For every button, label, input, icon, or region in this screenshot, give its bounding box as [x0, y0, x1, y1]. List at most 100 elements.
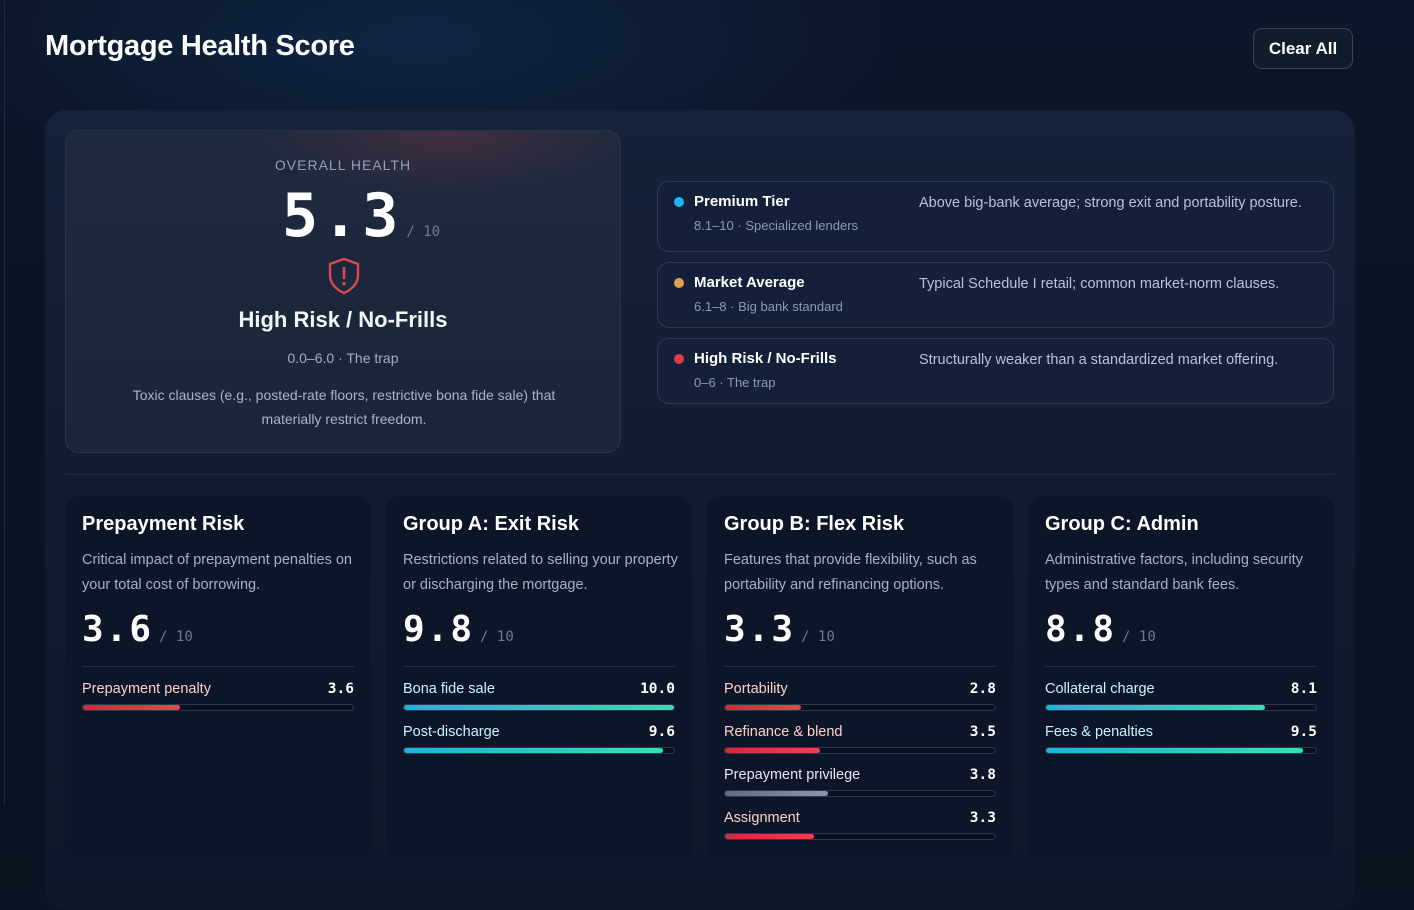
group-divider [403, 666, 675, 667]
tier-card-market-average: Market Average 6.1–8 · Big bank standard… [657, 262, 1334, 328]
group-score: 3.6 [82, 609, 154, 650]
group-card-admin: Group C: Admin Administrative factors, i… [1028, 496, 1334, 861]
group-score-row: 9.8 / 10 [403, 609, 514, 650]
metric-progress-fill [1046, 705, 1265, 710]
metric-row: Assignment 3.3 [724, 810, 996, 840]
group-description: Restrictions related to selling your pro… [403, 552, 678, 593]
metric-row: Prepayment penalty 3.6 [82, 681, 354, 711]
metric-progress-fill [404, 748, 664, 753]
metric-row: Post-discharge 9.6 [403, 724, 675, 754]
tier-name: Premium Tier [694, 193, 790, 210]
metric-progress-fill [404, 705, 674, 710]
metric-progress-fill [1046, 748, 1303, 753]
metric-progress-fill [725, 748, 820, 753]
group-score: 3.3 [724, 609, 796, 650]
metric-label: Refinance & blend [724, 724, 843, 740]
group-card-prepayment-risk: Prepayment Risk Critical impact of prepa… [65, 496, 371, 861]
metric-progress-bar [724, 790, 996, 797]
metric-value: 3.5 [969, 724, 996, 740]
metric-row: Fees & penalties 9.5 [1045, 724, 1317, 754]
metric-row: Prepayment privilege 3.8 [724, 767, 996, 797]
metric-value: 3.6 [327, 681, 354, 697]
tier-name: High Risk / No-Frills [694, 350, 837, 367]
tier-card-premium: Premium Tier 8.1–10 · Specialized lender… [657, 181, 1334, 252]
overall-score-row: 5.3 / 10 [66, 181, 620, 251]
metric-progress-fill [725, 834, 815, 839]
group-card-flex-risk: Group B: Flex Risk Features that provide… [707, 496, 1013, 861]
group-description: Features that provide flexibility, such … [724, 552, 977, 593]
overall-score: 5.3 [281, 181, 403, 251]
overall-description: Toxic clauses (e.g., posted-rate floors,… [132, 387, 556, 427]
tier-dot-high-risk [674, 354, 684, 364]
tier-range: 8.1–10 · Specialized lenders [694, 218, 859, 233]
group-score-max: / 10 [159, 629, 193, 645]
metric-progress-bar [724, 747, 996, 754]
metric-row: Refinance & blend 3.5 [724, 724, 996, 754]
overall-tier-range: 0.0–6.0 · The trap [287, 350, 399, 366]
overall-health-card: OVERALL HEALTH 5.3 / 10 High Risk / No-F… [65, 130, 621, 453]
tier-dot-market-average [674, 278, 684, 288]
metric-row: Portability 2.8 [724, 681, 996, 711]
group-score: 9.8 [403, 609, 475, 650]
tier-dot-premium [674, 197, 684, 207]
metric-progress-fill [83, 705, 181, 710]
section-divider [65, 474, 1335, 475]
tier-description: Typical Schedule I retail; common market… [919, 276, 1280, 292]
page-title: Mortgage Health Score [45, 30, 355, 62]
group-score-row: 3.3 / 10 [724, 609, 835, 650]
metric-label: Portability [724, 681, 788, 697]
tier-name: Market Average [694, 274, 805, 291]
group-score-row: 8.8 / 10 [1045, 609, 1156, 650]
metric-progress-bar [1045, 704, 1317, 711]
metric-progress-bar [1045, 747, 1317, 754]
group-divider [1045, 666, 1317, 667]
metric-row: Collateral charge 8.1 [1045, 681, 1317, 711]
metric-progress-bar [82, 704, 354, 711]
metric-label: Collateral charge [1045, 681, 1155, 697]
metric-value: 9.6 [648, 724, 675, 740]
shield-alert-icon [328, 257, 360, 295]
metric-progress-fill [725, 705, 801, 710]
group-title: Group A: Exit Risk [403, 513, 579, 535]
group-score-row: 3.6 / 10 [82, 609, 193, 650]
metric-row: Bona fide sale 10.0 [403, 681, 675, 711]
tier-range: 0–6 · The trap [694, 375, 776, 390]
metric-value: 9.5 [1290, 724, 1317, 740]
tier-description: Structurally weaker than a standardized … [919, 352, 1279, 368]
metric-label: Bona fide sale [403, 681, 495, 697]
metric-value: 2.8 [969, 681, 996, 697]
left-edge-divider [4, 0, 5, 805]
tier-card-high-risk: High Risk / No-Frills 0–6 · The trap Str… [657, 338, 1334, 404]
group-divider [724, 666, 996, 667]
group-description: Administrative factors, including securi… [1045, 552, 1303, 593]
metric-progress-bar [724, 833, 996, 840]
clear-all-button[interactable]: Clear All [1253, 28, 1353, 69]
group-divider [82, 666, 354, 667]
metric-label: Prepayment privilege [724, 767, 861, 783]
group-description: Critical impact of prepayment penalties … [82, 552, 352, 593]
metric-progress-bar [403, 704, 675, 711]
metric-progress-bar [403, 747, 675, 754]
group-title: Prepayment Risk [82, 513, 245, 535]
metric-label: Post-discharge [403, 724, 500, 740]
group-title: Group B: Flex Risk [724, 513, 905, 535]
group-score-max: / 10 [801, 629, 835, 645]
overall-score-max: / 10 [406, 224, 441, 240]
tier-range: 6.1–8 · Big bank standard [694, 299, 843, 314]
overall-health-label: OVERALL HEALTH [274, 157, 412, 173]
tier-description: Above big-bank average; strong exit and … [919, 195, 1302, 211]
metric-progress-fill [725, 791, 828, 796]
metric-value: 8.1 [1290, 681, 1317, 697]
group-score: 8.8 [1045, 609, 1117, 650]
metric-label: Prepayment penalty [82, 681, 211, 697]
metric-label: Fees & penalties [1045, 724, 1154, 740]
metric-value: 3.3 [969, 810, 996, 826]
metric-label: Assignment [724, 810, 800, 826]
metric-value: 3.8 [969, 767, 996, 783]
group-card-exit-risk: Group A: Exit Risk Restrictions related … [386, 496, 692, 861]
group-score-max: / 10 [1122, 629, 1156, 645]
group-title: Group C: Admin [1045, 513, 1199, 535]
overall-tier-name: High Risk / No-Frills [238, 307, 448, 332]
group-score-max: / 10 [480, 629, 514, 645]
metric-progress-bar [724, 704, 996, 711]
